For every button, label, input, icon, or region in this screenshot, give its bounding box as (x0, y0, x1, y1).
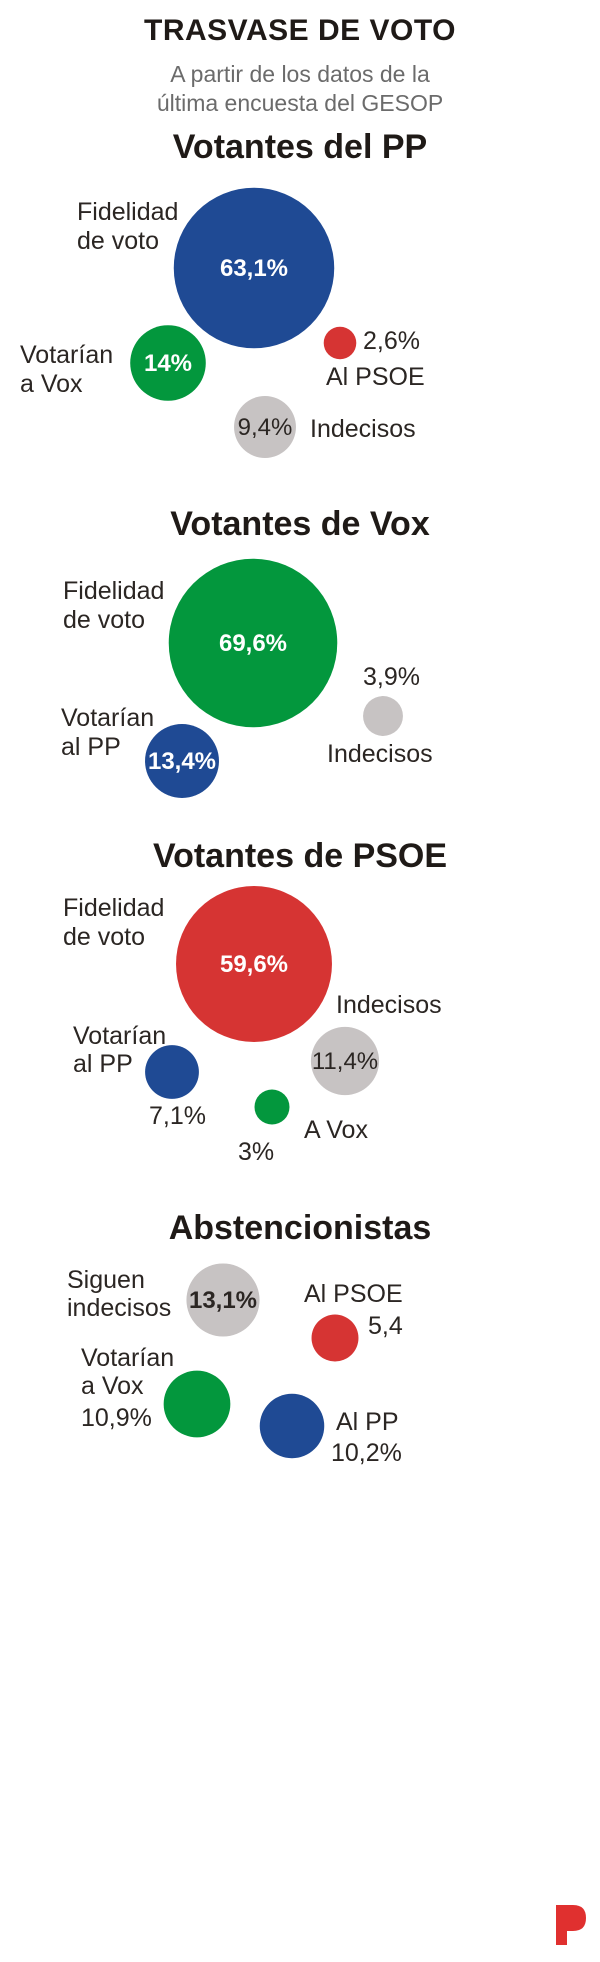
value-label-a-vox: 3% (238, 1138, 274, 1166)
bubble-al-psoe (323, 326, 357, 360)
bubble-siguen-indecisos (186, 1263, 260, 1337)
name-label-votarian-al-pp: Votarían (61, 704, 154, 732)
subtitle-line-2: última encuesta del GESOP (156, 90, 444, 116)
bubble-fidelidad-de-voto (168, 558, 338, 728)
bubble-votarian-a-vox (163, 1370, 231, 1438)
section-title-pp: Votantes del PP (172, 128, 428, 166)
value-label-al-pp: 10,2% (331, 1439, 402, 1467)
value-label-votarian-a-vox: 10,9% (81, 1404, 152, 1432)
section-title-abstencionistas: Abstencionistas (168, 1209, 432, 1247)
value-label-indecisos: 3,9% (363, 663, 420, 691)
name-label-fidelidad-de-voto: Fidelidad (77, 198, 178, 226)
value-label-votarian-al-pp: 13,4% (148, 748, 216, 775)
section-title-psoe: Votantes de PSOE (152, 837, 448, 875)
name-label-votarian-al-pp: al PP (61, 733, 121, 761)
value-label-siguen-indecisos: 13,1% (189, 1287, 257, 1314)
name-label-votarian-al-pp: Votarían (73, 1022, 166, 1050)
bubble-votarian-a-vox (130, 325, 206, 401)
subtitle-line-1: A partir de los datos de la (170, 61, 430, 87)
value-label-indecisos: 9,4% (238, 414, 293, 441)
bubble-al-psoe (311, 1314, 359, 1362)
value-label-votarian-al-pp: 7,1% (149, 1102, 206, 1130)
name-label-siguen-indecisos: indecisos (67, 1294, 171, 1322)
name-label-fidelidad-de-voto: Fidelidad (63, 577, 164, 605)
value-label-al-psoe: 2,6% (363, 327, 420, 355)
name-label-indecisos: Indecisos (327, 740, 433, 768)
name-label-fidelidad-de-voto: de voto (63, 923, 145, 951)
name-label-indecisos: Indecisos (336, 991, 442, 1019)
name-label-fidelidad-de-voto: de voto (63, 606, 145, 634)
name-label-al-psoe: Al PSOE (304, 1280, 403, 1308)
name-label-al-psoe: Al PSOE (326, 363, 425, 391)
bubble-votarian-al-pp (145, 724, 219, 798)
value-label-al-psoe: 5,4 (368, 1312, 403, 1340)
value-label-fidelidad-de-voto: 59,6% (220, 951, 288, 978)
section-title-vox: Votantes de Vox (170, 505, 430, 543)
bubble-a-vox (254, 1089, 290, 1125)
bubble-indecisos (234, 396, 296, 458)
name-label-votarian-a-vox: a Vox (20, 370, 83, 398)
bubble-al-pp (259, 1393, 325, 1459)
bubble-votarian-al-pp (145, 1045, 199, 1099)
bubble-indecisos (363, 696, 403, 736)
name-label-votarian-al-pp: al PP (73, 1050, 133, 1078)
name-label-votarian-a-vox: Votarían (81, 1344, 174, 1372)
page-title: TRASVASE DE VOTO (144, 14, 456, 47)
name-label-fidelidad-de-voto: Fidelidad (63, 894, 164, 922)
name-label-siguen-indecisos: Siguen (67, 1266, 145, 1294)
name-label-al-pp: Al PP (336, 1408, 399, 1436)
name-label-indecisos: Indecisos (310, 415, 416, 443)
name-label-votarian-a-vox: a Vox (81, 1372, 144, 1400)
value-label-fidelidad-de-voto: 69,6% (219, 630, 287, 657)
page-subtitle: A partir de los datos de la última encue… (0, 60, 600, 118)
brand-logo-icon (556, 1905, 586, 1945)
bubble-fidelidad-de-voto (173, 187, 335, 349)
value-label-votarian-a-vox: 14% (144, 350, 192, 377)
name-label-votarian-a-vox: Votarían (20, 341, 113, 369)
bubble-fidelidad-de-voto (176, 886, 332, 1042)
value-label-fidelidad-de-voto: 63,1% (220, 255, 288, 282)
name-label-a-vox: A Vox (304, 1116, 368, 1144)
value-label-indecisos: 11,4% (312, 1048, 378, 1075)
name-label-fidelidad-de-voto: de voto (77, 227, 159, 255)
bubble-indecisos (310, 1026, 380, 1096)
